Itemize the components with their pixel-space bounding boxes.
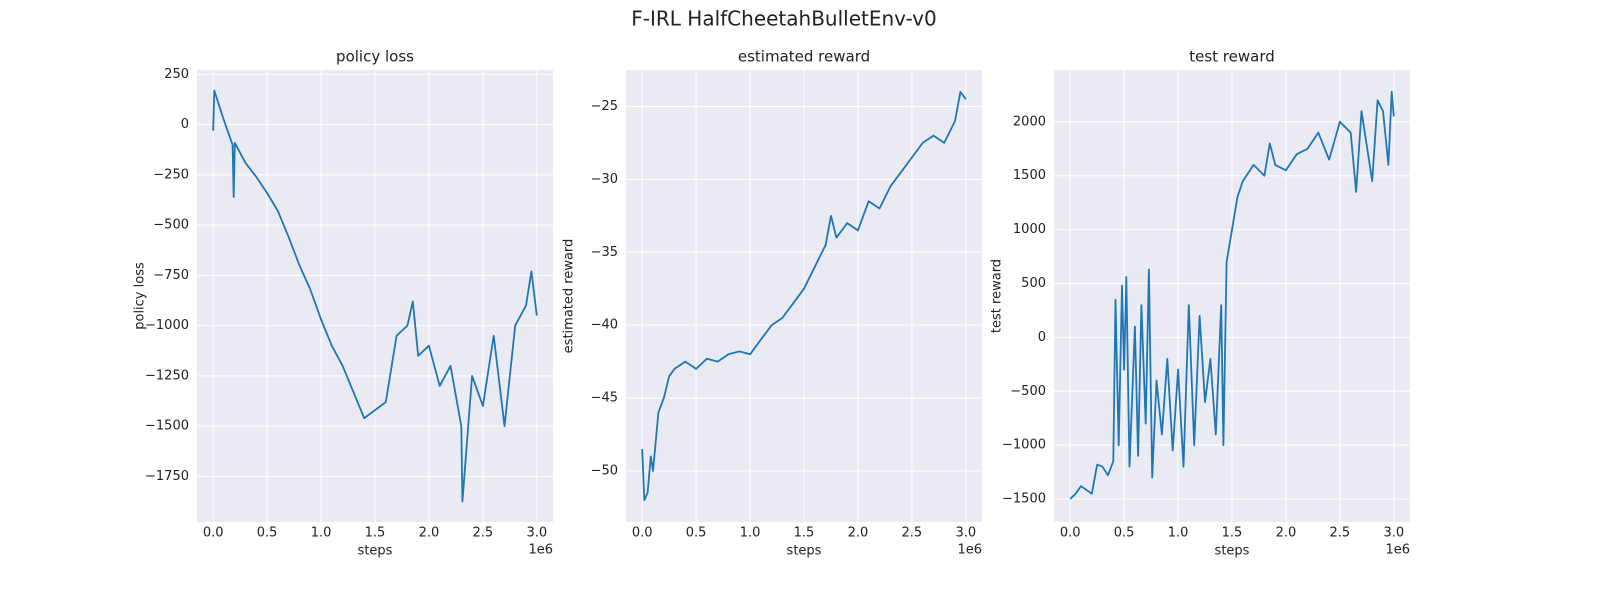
x-tick-label: 1.0 bbox=[740, 526, 761, 541]
y-tick-label: −25 bbox=[591, 99, 618, 114]
data-line bbox=[1069, 90, 1395, 500]
y-axis-label: estimated reward bbox=[562, 239, 577, 354]
y-tick-label: 0 bbox=[1038, 330, 1046, 345]
x-tick-label: 1.5 bbox=[1222, 526, 1243, 541]
y-tick-label: 1000 bbox=[1013, 222, 1046, 237]
y-tick-label: 500 bbox=[1021, 276, 1046, 291]
figure-title: F-IRL HalfCheetahBulletEnv-v0 bbox=[631, 7, 936, 31]
data-line bbox=[641, 91, 967, 501]
x-tick-label: 2.5 bbox=[1330, 526, 1351, 541]
y-axis-label: policy loss bbox=[133, 262, 148, 330]
y-tick-label: −50 bbox=[591, 463, 618, 478]
y-tick-label: 2000 bbox=[1013, 114, 1046, 129]
x-tick-label: 2.5 bbox=[473, 526, 494, 541]
x-tick-label: 3.0 bbox=[1383, 526, 1404, 541]
y-tick-label: −1250 bbox=[145, 368, 189, 383]
x-axis-label: steps bbox=[358, 544, 393, 559]
y-tick-label: −40 bbox=[591, 318, 618, 333]
x-tick-label: 0.5 bbox=[257, 526, 278, 541]
y-tick-label: −45 bbox=[591, 391, 618, 406]
y-tick-label: 250 bbox=[164, 67, 189, 82]
subplot-title: policy loss bbox=[336, 48, 414, 66]
x-tick-label: 0.5 bbox=[1114, 526, 1135, 541]
y-tick-label: −1000 bbox=[1002, 438, 1046, 453]
x-tick-label: 0.0 bbox=[203, 526, 224, 541]
y-tick-label: 0 bbox=[181, 117, 189, 132]
y-tick-label: −1500 bbox=[145, 419, 189, 434]
x-tick-label: 0.0 bbox=[632, 526, 653, 541]
y-tick-label: −1750 bbox=[145, 469, 189, 484]
y-tick-label: −500 bbox=[1010, 384, 1046, 399]
x-offset-label: 1e6 bbox=[528, 543, 553, 558]
x-tick-label: 1.5 bbox=[365, 526, 386, 541]
x-tick-label: 0.5 bbox=[686, 526, 707, 541]
data-line bbox=[212, 89, 538, 503]
x-tick-label: 1.5 bbox=[794, 526, 815, 541]
x-axis-label: steps bbox=[787, 544, 822, 559]
y-tick-label: −30 bbox=[591, 172, 618, 187]
x-tick-label: 0.0 bbox=[1060, 526, 1081, 541]
y-tick-label: −250 bbox=[153, 167, 189, 182]
y-axis-label: test reward bbox=[990, 259, 1005, 333]
y-tick-label: −35 bbox=[591, 245, 618, 260]
y-tick-label: −1000 bbox=[145, 318, 189, 333]
x-tick-label: 2.0 bbox=[1276, 526, 1297, 541]
x-tick-label: 1.0 bbox=[311, 526, 332, 541]
y-tick-label: −750 bbox=[153, 268, 189, 283]
y-tick-label: −1500 bbox=[1002, 492, 1046, 507]
subplot-title: estimated reward bbox=[738, 48, 870, 66]
y-tick-label: −500 bbox=[153, 218, 189, 233]
x-tick-label: 1.0 bbox=[1168, 526, 1189, 541]
subplot-title: test reward bbox=[1189, 48, 1275, 66]
x-tick-label: 3.0 bbox=[955, 526, 976, 541]
x-tick-label: 2.5 bbox=[902, 526, 923, 541]
x-tick-label: 3.0 bbox=[526, 526, 547, 541]
x-tick-label: 2.0 bbox=[419, 526, 440, 541]
x-offset-label: 1e6 bbox=[1385, 543, 1410, 558]
y-tick-label: 1500 bbox=[1013, 168, 1046, 183]
x-tick-label: 2.0 bbox=[848, 526, 869, 541]
x-axis-label: steps bbox=[1215, 544, 1250, 559]
x-offset-label: 1e6 bbox=[957, 543, 982, 558]
